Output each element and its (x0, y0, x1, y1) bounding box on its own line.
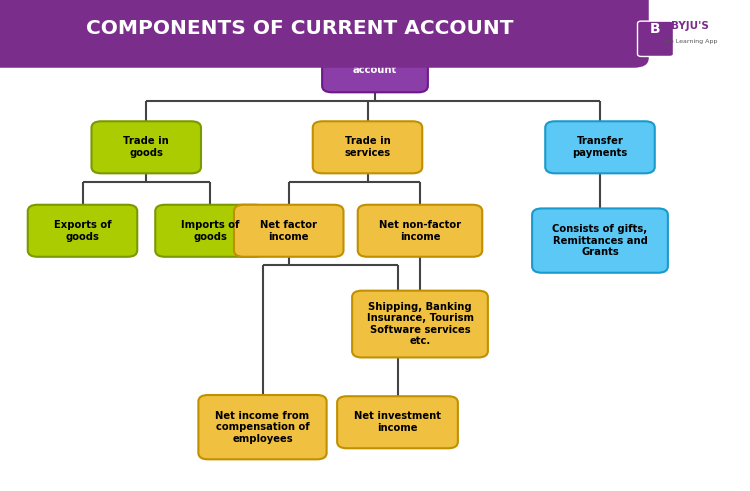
Text: Shipping, Banking
Insurance, Tourism
Software services
etc.: Shipping, Banking Insurance, Tourism Sof… (367, 301, 473, 347)
Text: Net income from
compensation of
employees: Net income from compensation of employee… (215, 410, 310, 444)
Text: The Learning App: The Learning App (662, 39, 718, 44)
FancyBboxPatch shape (638, 21, 674, 56)
Text: Trade in
services: Trade in services (344, 136, 391, 158)
FancyBboxPatch shape (155, 205, 265, 257)
Text: Net non-factor
income: Net non-factor income (379, 220, 461, 242)
FancyBboxPatch shape (313, 121, 422, 173)
Text: Net investment
income: Net investment income (354, 411, 441, 433)
Text: Net factor
income: Net factor income (260, 220, 317, 242)
FancyBboxPatch shape (0, 0, 649, 68)
Text: Trade in
goods: Trade in goods (123, 136, 170, 158)
FancyBboxPatch shape (338, 396, 458, 448)
FancyBboxPatch shape (545, 121, 655, 173)
FancyBboxPatch shape (92, 121, 201, 173)
FancyBboxPatch shape (322, 35, 428, 92)
FancyBboxPatch shape (532, 209, 668, 273)
Text: COMPONENTS OF CURRENT ACCOUNT: COMPONENTS OF CURRENT ACCOUNT (86, 20, 514, 38)
Text: Imports of
goods: Imports of goods (181, 220, 239, 242)
FancyBboxPatch shape (352, 291, 488, 357)
Text: Current
account: Current account (352, 53, 398, 75)
Text: B: B (650, 22, 661, 36)
Text: Transfer
payments: Transfer payments (572, 136, 628, 158)
Text: Consists of gifts,
Remittances and
Grants: Consists of gifts, Remittances and Grant… (553, 224, 647, 257)
Text: Exports of
goods: Exports of goods (54, 220, 111, 242)
FancyBboxPatch shape (234, 205, 344, 257)
FancyBboxPatch shape (198, 395, 326, 460)
Text: BYJU'S: BYJU'S (671, 21, 709, 31)
FancyBboxPatch shape (28, 205, 137, 257)
FancyBboxPatch shape (358, 205, 482, 257)
